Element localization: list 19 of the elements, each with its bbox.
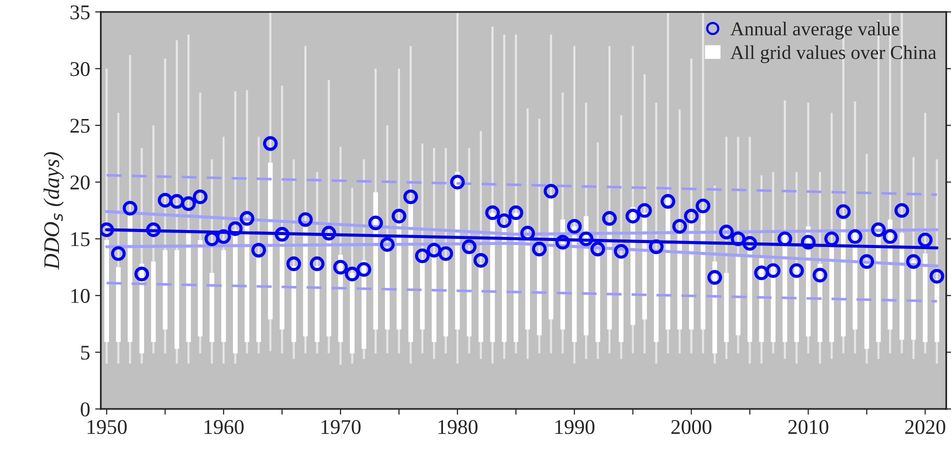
x-tick-label: 2020 [905,420,946,434]
x-tick-label: 1980 [438,420,478,434]
y-tick-label: 35 [70,5,90,20]
legend-label: Annual average value [730,22,900,40]
x-tick-label: 1960 [204,420,244,434]
legend-label: All grid values over China [730,45,936,64]
y-tick-label: 25 [70,118,90,133]
x-tick-label: 1990 [555,420,594,434]
x-tick-label: 2000 [671,420,712,434]
y-tick-label: 30 [70,62,90,76]
x-tick-label: 2010 [788,420,828,434]
y-tick-label: 20 [70,175,90,190]
y-tick-label: 5 [81,346,90,360]
y-tick-label: 10 [71,288,90,303]
x-tick-label: 1970 [322,420,361,434]
y-tick-label: 0 [80,402,90,416]
y-axis-title: DDO$_{s}$ (days) [44,152,64,270]
y-tick-label: 15 [71,232,90,246]
x-tick-label: 1950 [88,420,127,434]
